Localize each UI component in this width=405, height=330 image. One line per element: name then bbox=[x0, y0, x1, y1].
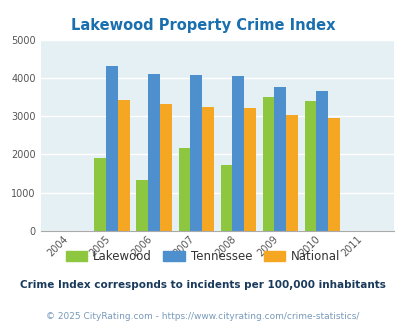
Bar bbox=[274, 87, 286, 231]
Bar bbox=[304, 101, 315, 231]
Bar bbox=[136, 180, 148, 231]
Bar bbox=[262, 97, 274, 231]
Bar bbox=[106, 66, 118, 231]
Bar bbox=[315, 91, 327, 231]
Legend: Lakewood, Tennessee, National: Lakewood, Tennessee, National bbox=[61, 245, 344, 268]
Bar bbox=[202, 107, 213, 231]
Bar bbox=[118, 100, 130, 231]
Bar bbox=[178, 148, 190, 231]
Bar bbox=[94, 157, 106, 231]
Bar bbox=[190, 75, 202, 231]
Text: Lakewood Property Crime Index: Lakewood Property Crime Index bbox=[70, 18, 335, 33]
Text: Crime Index corresponds to incidents per 100,000 inhabitants: Crime Index corresponds to incidents per… bbox=[20, 280, 385, 290]
Bar bbox=[220, 165, 232, 231]
Text: © 2025 CityRating.com - https://www.cityrating.com/crime-statistics/: © 2025 CityRating.com - https://www.city… bbox=[46, 312, 359, 321]
Bar bbox=[148, 74, 160, 231]
Bar bbox=[243, 108, 255, 231]
Bar bbox=[286, 115, 297, 231]
Bar bbox=[232, 76, 243, 231]
Bar bbox=[160, 104, 171, 231]
Bar bbox=[327, 118, 339, 231]
